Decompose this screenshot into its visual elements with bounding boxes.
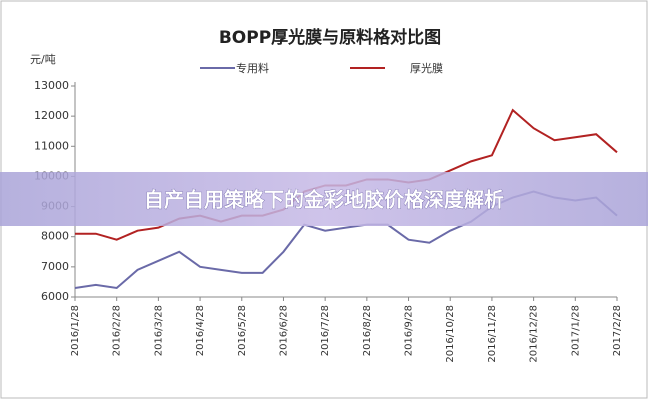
x-tick-label: 2017/2/28 — [612, 305, 623, 356]
y-tick-label: 8000 — [41, 230, 69, 243]
y-tick-label: 12000 — [34, 109, 69, 122]
y-tick-label: 6000 — [41, 290, 69, 303]
banner-title: 自产自用策略下的金彩地胶价格深度解析 — [144, 188, 504, 212]
x-tick-label: 2016/6/28 — [278, 305, 289, 356]
x-tick-label: 2016/1/28 — [70, 305, 81, 356]
y-tick-label: 11000 — [34, 139, 69, 152]
x-tick-label: 2016/5/28 — [237, 305, 248, 356]
banner — [0, 172, 648, 226]
x-tick-label: 2016/4/28 — [195, 305, 206, 356]
legend-label: 专用料 — [236, 61, 269, 75]
chart-title: BOPP厚光膜与原料格对比图 — [219, 27, 441, 48]
x-tick-label: 2016/9/28 — [404, 305, 415, 356]
x-tick-label: 2016/11/28 — [487, 305, 498, 363]
x-tick-label: 2016/7/28 — [320, 305, 331, 356]
legend-label: 厚光膜 — [410, 61, 443, 75]
x-tick-label: 2016/8/28 — [362, 305, 373, 356]
x-tick-label: 2016/3/28 — [153, 305, 164, 356]
y-tick-label: 13000 — [34, 79, 69, 92]
x-tick-label: 2016/10/28 — [445, 305, 456, 363]
x-tick-label: 2016/2/28 — [112, 305, 123, 356]
x-tick-label: 2016/12/28 — [529, 305, 540, 363]
x-tick-label: 2017/1/28 — [570, 305, 581, 356]
y-axis-label: 元/吨 — [30, 53, 56, 66]
y-tick-label: 7000 — [41, 260, 69, 273]
